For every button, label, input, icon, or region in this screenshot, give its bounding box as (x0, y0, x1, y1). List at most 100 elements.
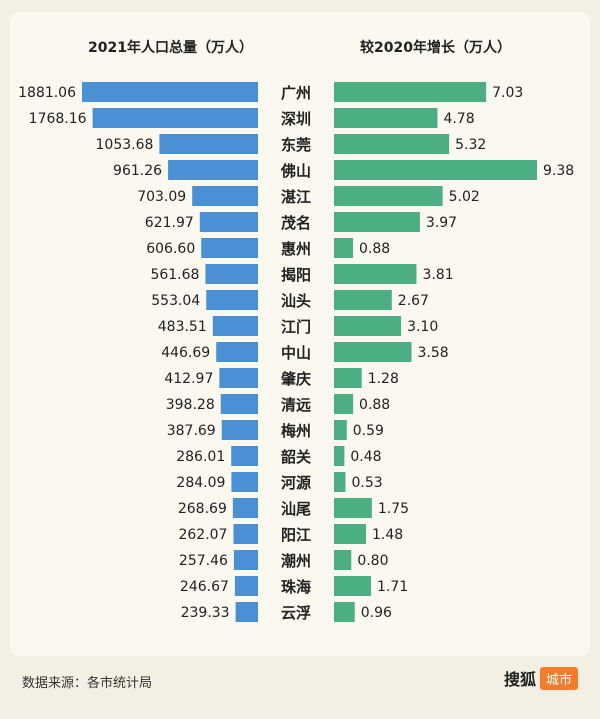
city-label: 珠海 (281, 578, 311, 596)
city-label: 阳江 (281, 526, 311, 544)
growth-bar (334, 212, 420, 232)
growth-bar (334, 550, 352, 570)
population-bar (231, 446, 258, 466)
population-label: 1768.16 (29, 111, 87, 127)
growth-bar (334, 264, 417, 284)
population-label: 412.97 (164, 371, 213, 387)
population-label: 561.68 (150, 267, 199, 283)
growth-bar (334, 420, 347, 440)
population-bar (233, 524, 258, 544)
growth-label: 0.88 (359, 241, 390, 257)
city-label: 惠州 (281, 240, 311, 258)
city-label: 肇庆 (280, 370, 311, 388)
population-bar (212, 316, 258, 336)
population-label: 621.97 (145, 215, 194, 231)
city-label: 揭阳 (281, 266, 311, 284)
city-label: 梅州 (281, 422, 311, 440)
growth-bar (334, 602, 355, 622)
city-label: 湛江 (281, 188, 311, 206)
population-label: 257.46 (179, 553, 228, 569)
growth-label: 0.59 (353, 423, 384, 439)
city-label: 江门 (281, 318, 311, 336)
city-label: 河源 (281, 474, 311, 492)
population-bar (159, 134, 258, 154)
growth-label: 0.80 (357, 553, 388, 569)
city-label: 广州 (281, 84, 311, 102)
growth-label: 3.58 (417, 345, 448, 361)
city-label: 潮州 (281, 552, 311, 570)
growth-label: 5.32 (455, 137, 486, 153)
population-bar (206, 290, 258, 310)
population-bar (234, 576, 258, 596)
population-bar-chart: 1881.06 广州 7.03 1768.16 深圳 4.78 1053.68 东莞 5.32 9… (18, 82, 574, 622)
growth-bar (334, 394, 354, 414)
population-label: 262.07 (178, 527, 227, 543)
growth-label: 3.10 (407, 319, 438, 335)
brand-logo: 搜狐 城市 (504, 666, 578, 690)
population-bar (221, 420, 258, 440)
brand-name: 搜狐 (503, 670, 536, 689)
population-label: 483.51 (158, 319, 207, 335)
growth-bar (334, 316, 402, 336)
city-label: 清远 (281, 396, 311, 414)
population-bar (205, 264, 258, 284)
population-label: 398.28 (166, 397, 215, 413)
growth-label: 4.78 (443, 111, 474, 127)
population-label: 284.09 (176, 475, 225, 491)
growth-bar (334, 108, 438, 128)
growth-bar (334, 290, 392, 310)
growth-label: 0.48 (350, 449, 381, 465)
population-label: 387.69 (167, 423, 216, 439)
growth-label: 1.71 (377, 579, 408, 595)
population-bar (92, 108, 258, 128)
population-label: 1881.06 (18, 85, 76, 101)
population-label: 553.04 (151, 293, 200, 309)
population-label: 239.33 (181, 605, 230, 621)
growth-label: 0.88 (359, 397, 390, 413)
population-bar (232, 498, 258, 518)
population-bar (199, 212, 258, 232)
right-column-title: 较2020年增长（万人） (360, 40, 511, 56)
population-bar (82, 82, 258, 102)
population-label: 1053.68 (96, 137, 154, 153)
brand-badge: 城市 (539, 666, 578, 690)
population-bar (233, 550, 258, 570)
population-bar (201, 238, 258, 258)
growth-label: 1.48 (372, 527, 403, 543)
growth-label: 1.28 (368, 371, 399, 387)
population-bar (216, 342, 258, 362)
growth-label: 0.53 (351, 475, 382, 491)
growth-label: 1.75 (378, 501, 409, 517)
population-bar (192, 186, 258, 206)
growth-bar (334, 576, 372, 596)
city-label: 深圳 (281, 110, 311, 128)
growth-bar (334, 368, 362, 388)
growth-bar (334, 134, 450, 154)
population-bar (219, 368, 258, 388)
population-label: 268.69 (178, 501, 227, 517)
city-label: 汕头 (281, 292, 311, 310)
city-label: 韶关 (281, 448, 311, 466)
growth-bar (334, 498, 372, 518)
growth-bar (334, 342, 412, 362)
city-label: 云浮 (281, 604, 311, 622)
left-column-title: 2021年人口总量（万人） (88, 40, 253, 56)
data-source: 数据来源：各市统计局 (22, 676, 153, 691)
population-bar (168, 160, 258, 180)
growth-label: 3.97 (426, 215, 457, 231)
growth-bar (334, 160, 537, 180)
population-label: 703.09 (137, 189, 186, 205)
population-label: 606.60 (146, 241, 195, 257)
city-label: 茂名 (281, 214, 311, 232)
growth-bar (334, 524, 367, 544)
growth-label: 0.96 (361, 605, 392, 621)
growth-label: 3.81 (422, 267, 453, 283)
growth-bar (334, 186, 443, 206)
population-bar (220, 394, 258, 414)
city-label: 汕尾 (281, 500, 311, 518)
city-label: 佛山 (280, 162, 311, 180)
growth-label: 7.03 (492, 85, 523, 101)
city-label: 中山 (281, 344, 311, 362)
growth-label: 9.38 (543, 163, 574, 179)
population-label: 246.67 (180, 579, 229, 595)
